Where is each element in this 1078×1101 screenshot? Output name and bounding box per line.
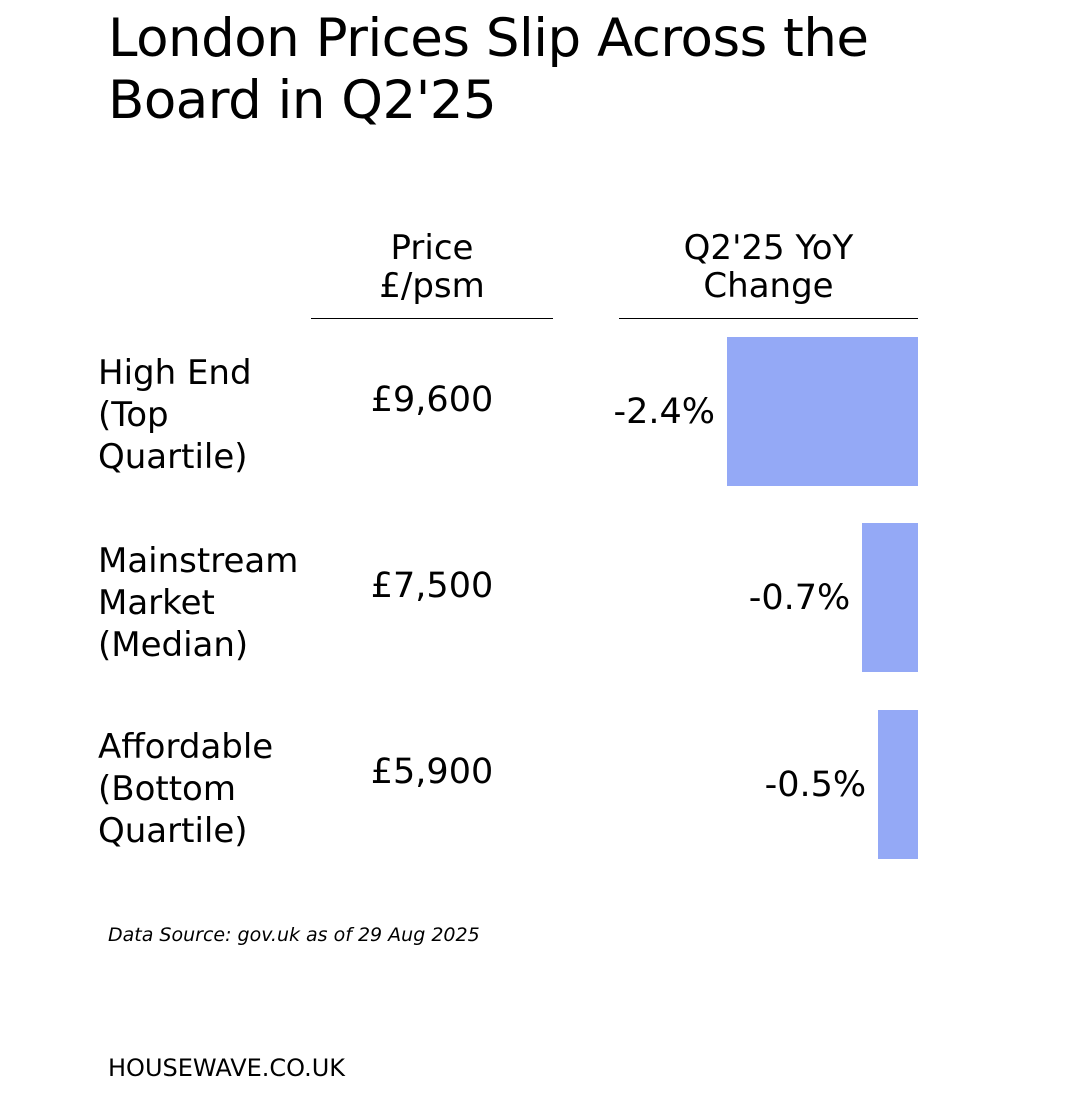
row-label-line: Market — [98, 583, 215, 623]
brand-wordmark: HOUSEWAVE.CO.UK — [108, 1054, 346, 1082]
price-high-end: £9,600 — [370, 380, 494, 420]
row-label-line: Quartile) — [98, 437, 248, 477]
change-bar-mainstream — [862, 523, 918, 672]
price-mainstream: £7,500 — [370, 566, 494, 606]
change-label-mainstream: -0.7% — [748, 577, 851, 618]
chart-title: London Prices Slip Across the Board in Q… — [108, 8, 869, 131]
change-bar-high-end — [727, 337, 918, 486]
row-label-mainstream: Mainstream Market (Median) — [98, 540, 313, 666]
row-label-high-end: High End (Top Quartile) — [98, 352, 313, 478]
row-label-line: Mainstream — [98, 541, 299, 581]
change-header-line-2: Change — [703, 266, 834, 306]
change-label-high-end: -2.4% — [613, 391, 715, 432]
data-source-note: Data Source: gov.uk as of 29 Aug 2025 — [108, 924, 480, 946]
change-label-affordable: -0.5% — [764, 764, 867, 805]
row-label-line: (Top — [98, 395, 169, 435]
price-affordable: £5,900 — [370, 752, 494, 792]
row-label-line: High End — [98, 353, 252, 393]
price-column-header: Price £/psm — [311, 229, 553, 305]
change-column-header: Q2'25 YoY Change — [619, 229, 918, 305]
change-bar-affordable — [878, 710, 918, 859]
price-header-divider — [311, 318, 553, 319]
row-label-line: Quartile) — [98, 811, 248, 851]
price-header-line-1: Price — [390, 228, 474, 268]
change-header-divider — [619, 318, 918, 319]
row-label-line: Affordable — [98, 727, 274, 767]
row-label-affordable: Affordable (Bottom Quartile) — [98, 726, 313, 852]
row-label-line: (Median) — [98, 625, 249, 665]
price-header-line-2: £/psm — [379, 266, 485, 306]
row-label-line: (Bottom — [98, 769, 236, 809]
change-header-line-1: Q2'25 YoY — [683, 228, 854, 268]
